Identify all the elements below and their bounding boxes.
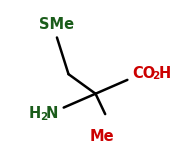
Text: 2: 2	[152, 71, 160, 81]
Text: CO: CO	[132, 66, 155, 81]
Text: H: H	[158, 66, 170, 81]
Text: H: H	[29, 106, 41, 121]
Text: 2: 2	[41, 111, 48, 122]
Text: Me: Me	[90, 129, 115, 144]
Text: SMe: SMe	[39, 17, 74, 32]
Text: N: N	[46, 106, 58, 121]
